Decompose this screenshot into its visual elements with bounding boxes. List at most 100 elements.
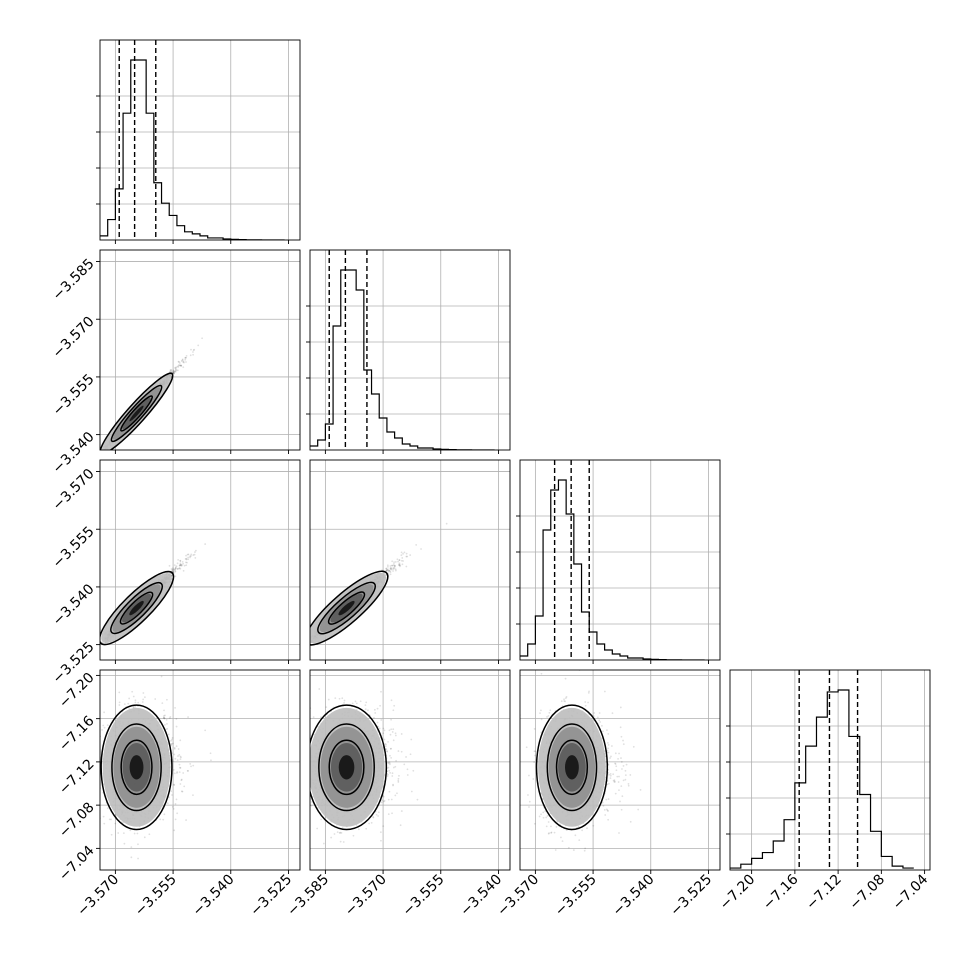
scatter-point xyxy=(163,715,165,717)
contour-0 xyxy=(100,372,174,450)
scatter-point xyxy=(173,829,176,832)
scatter-point xyxy=(106,807,109,810)
scatter-point xyxy=(305,645,307,647)
scatter-point xyxy=(409,554,412,556)
scatter-point xyxy=(190,348,192,351)
scatter-point xyxy=(197,344,200,347)
scatter-point xyxy=(101,451,103,453)
scatter-point xyxy=(445,522,448,525)
scatter-point xyxy=(405,555,408,558)
scatter-point xyxy=(174,370,176,373)
scatter-point xyxy=(164,723,166,726)
scatter-point xyxy=(386,569,389,572)
scatter-point xyxy=(173,372,175,375)
scatter-point xyxy=(175,367,177,369)
scatter-point xyxy=(393,564,396,567)
scatter-point xyxy=(110,833,113,836)
scatter-point xyxy=(172,371,174,374)
scatter-point xyxy=(179,567,182,570)
scatter-point xyxy=(180,790,183,793)
histogram-2 xyxy=(520,479,705,660)
scatter-point xyxy=(178,567,181,569)
scatter-point xyxy=(386,564,389,567)
scatter-point xyxy=(174,567,177,570)
scatter-point xyxy=(179,767,182,769)
panel-frame xyxy=(309,249,511,451)
scatter-point xyxy=(99,454,101,456)
scatter-point xyxy=(166,802,169,805)
scatter-point xyxy=(415,544,418,546)
scatter-point xyxy=(182,361,185,364)
scatter-point xyxy=(175,369,178,372)
scatter-point xyxy=(406,555,409,558)
scatter-point xyxy=(182,360,185,363)
contour-2 xyxy=(120,395,154,432)
scatter-point xyxy=(180,564,182,566)
scatter-point xyxy=(97,457,99,459)
scatter-point xyxy=(102,724,105,727)
scatter-point xyxy=(301,648,303,650)
scatter-point xyxy=(97,752,99,754)
scatter-point xyxy=(96,457,98,459)
scatter-point xyxy=(308,637,310,639)
scatter-point xyxy=(175,366,178,369)
panel-frame xyxy=(99,459,301,661)
scatter-point xyxy=(400,554,403,557)
panel-frame xyxy=(519,459,721,661)
scatter-point xyxy=(405,565,408,568)
scatter-point xyxy=(176,812,179,815)
grid-lines xyxy=(520,460,720,660)
scatter-point xyxy=(398,564,401,567)
scatter-point xyxy=(174,567,177,570)
scatter-point xyxy=(130,856,133,859)
scatter-point xyxy=(192,349,195,352)
scatter-point xyxy=(187,558,190,561)
scatter-point xyxy=(118,691,121,694)
scatter-point xyxy=(303,642,305,644)
scatter-point xyxy=(95,645,97,647)
scatter-point xyxy=(400,559,403,562)
scatter-point xyxy=(129,829,132,832)
scatter-point xyxy=(91,462,93,464)
scatter-point xyxy=(185,356,187,359)
scatter-point xyxy=(175,565,178,568)
scatter-point xyxy=(393,561,395,564)
scatter-point xyxy=(389,573,392,576)
scatter-point xyxy=(127,702,130,705)
scatter-point xyxy=(387,568,389,571)
grid-lines xyxy=(100,40,300,240)
scatter-point xyxy=(400,551,403,554)
scatter-point xyxy=(174,369,177,372)
scatter-point xyxy=(398,562,401,565)
scatter-point xyxy=(392,568,395,571)
scatter-point xyxy=(178,364,181,367)
scatter-point xyxy=(393,567,396,570)
scatter-point xyxy=(185,354,188,357)
scatter-point xyxy=(180,360,183,362)
scatter-point xyxy=(389,570,392,573)
scatter-point xyxy=(179,564,182,566)
scatter-point xyxy=(177,369,179,372)
scatter-point xyxy=(172,369,175,372)
scatter-point xyxy=(184,358,187,361)
scatter-point xyxy=(181,359,184,362)
scatter-point xyxy=(194,549,197,552)
scatter-point xyxy=(204,543,207,545)
panel-frame xyxy=(309,459,511,661)
scatter-point xyxy=(169,743,172,745)
grid-lines xyxy=(310,460,510,660)
scatter-point xyxy=(91,462,93,464)
scatter-point xyxy=(100,452,102,454)
scatter-point xyxy=(209,752,212,755)
scatter-point xyxy=(402,560,404,562)
scatter-point xyxy=(298,652,300,654)
scatter-point xyxy=(178,364,180,366)
scatter-point xyxy=(171,737,174,739)
scatter-point xyxy=(389,568,392,571)
scatter-point xyxy=(184,357,187,359)
scatter-point xyxy=(179,739,182,742)
scatter-point xyxy=(176,562,179,565)
scatter-point xyxy=(174,567,177,569)
scatter-point xyxy=(167,733,170,736)
scatter-point xyxy=(102,451,104,453)
